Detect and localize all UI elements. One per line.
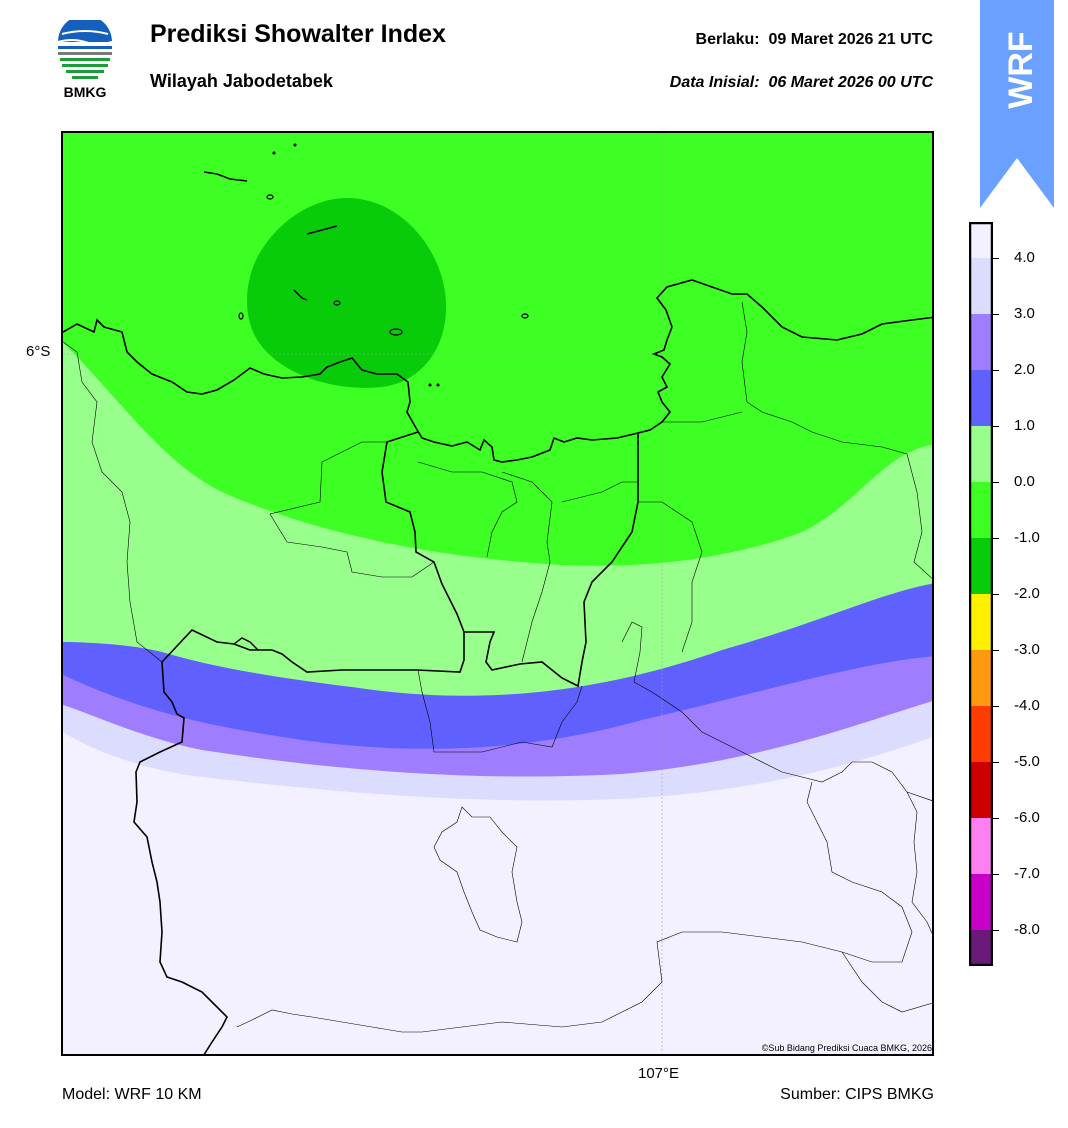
colorbar-tick-mark [993, 874, 999, 875]
colorbar-tick-label: 1.0 [1014, 417, 1035, 434]
colorbar-segment [969, 818, 993, 874]
colorbar-tick-label: -7.0 [1014, 865, 1040, 882]
colorbar-tick-mark [993, 762, 999, 763]
colorbar-tick-label: -1.0 [1014, 529, 1040, 546]
colorbar-segment [969, 650, 993, 706]
island [521, 313, 529, 319]
colorbar-tick-mark [993, 706, 999, 707]
colorbar-tick-label: -5.0 [1014, 753, 1040, 770]
colorbar-segment [969, 258, 993, 314]
colorbar-tick-mark [993, 482, 999, 483]
init-time: Data Inisial: 06 Maret 2026 00 UTC [670, 74, 933, 92]
island [306, 225, 338, 235]
colorbar-tick-label: 2.0 [1014, 361, 1035, 378]
colorbar-tick-label: -8.0 [1014, 921, 1040, 938]
colorbar-tick-label: -3.0 [1014, 641, 1040, 658]
colorbar-tick-label: -4.0 [1014, 697, 1040, 714]
island [293, 289, 308, 301]
init-value: 06 Maret 2026 00 UTC [768, 74, 933, 91]
colorbar-segments [969, 222, 993, 966]
island [428, 383, 432, 387]
longitude-label: 107°E [638, 1065, 680, 1082]
colorbar-tick-mark [993, 370, 999, 371]
init-label: Data Inisial: [669, 74, 760, 91]
map-panel [61, 131, 934, 1056]
colorbar-tick-mark [993, 650, 999, 651]
page-title: Prediksi Showalter Index [150, 20, 446, 48]
colorbar-tick-label: -2.0 [1014, 585, 1040, 602]
island [266, 194, 274, 200]
colorbar-tick-mark [993, 314, 999, 315]
colorbar-segment [969, 426, 993, 482]
island [436, 383, 440, 387]
page-subtitle: Wilayah Jabodetabek [150, 71, 333, 91]
wrf-banner: WRF [980, 0, 1054, 208]
colorbar-tick-label: 4.0 [1014, 249, 1035, 266]
colorbar-tick-label: 3.0 [1014, 305, 1035, 322]
map-canvas [63, 133, 932, 1054]
colorbar [969, 222, 993, 966]
province-boundary [233, 637, 259, 651]
logo-text: BMKG [63, 84, 107, 100]
colorbar-tick-label: -6.0 [1014, 809, 1040, 826]
wrf-banner-text: WRF [1002, 31, 1040, 108]
colorbar-segment [969, 538, 993, 594]
latitude-label: 6°S [26, 343, 51, 360]
colorbar-tick-mark [993, 426, 999, 427]
island [389, 328, 403, 336]
colorbar-segment [969, 314, 993, 370]
colorbar-segment [969, 370, 993, 426]
district-boundaries [63, 301, 932, 1033]
colorbar-border [969, 222, 993, 966]
colorbar-segment [969, 874, 993, 930]
colorbar-segment [969, 594, 993, 650]
valid-value: 09 Maret 2026 21 UTC [768, 31, 933, 48]
colorbar-tick-mark [993, 538, 999, 539]
bmkg-logo-icon [57, 20, 113, 79]
colorbar-tick-mark [993, 930, 999, 931]
island [333, 300, 341, 306]
map-copyright: ©Sub Bidang Prediksi Cuaca BMKG, 2026 [761, 1043, 932, 1053]
colorbar-tick-mark [993, 258, 999, 259]
model-label: Model: WRF 10 KM [62, 1086, 202, 1103]
colorbar-segment [969, 222, 993, 258]
colorbar-segment [969, 930, 993, 966]
colorbar-segment [969, 706, 993, 762]
colorbar-segment [969, 482, 993, 538]
shade-neg2-neg1 [247, 198, 447, 388]
colorbar-segment [969, 762, 993, 818]
colorbar-tick-label: 0.0 [1014, 473, 1035, 490]
island [238, 312, 244, 320]
province-boundary [464, 434, 639, 688]
valid-time: Berlaku: 09 Maret 2026 21 UTC [696, 31, 933, 49]
island [272, 151, 276, 155]
source-label: Sumber: CIPS BMKG [780, 1086, 934, 1103]
valid-label: Berlaku: [695, 31, 760, 48]
island [293, 143, 297, 147]
coastline [63, 279, 932, 463]
island [203, 171, 248, 182]
colorbar-tick-mark [993, 594, 999, 595]
colorbar-tick-mark [993, 818, 999, 819]
